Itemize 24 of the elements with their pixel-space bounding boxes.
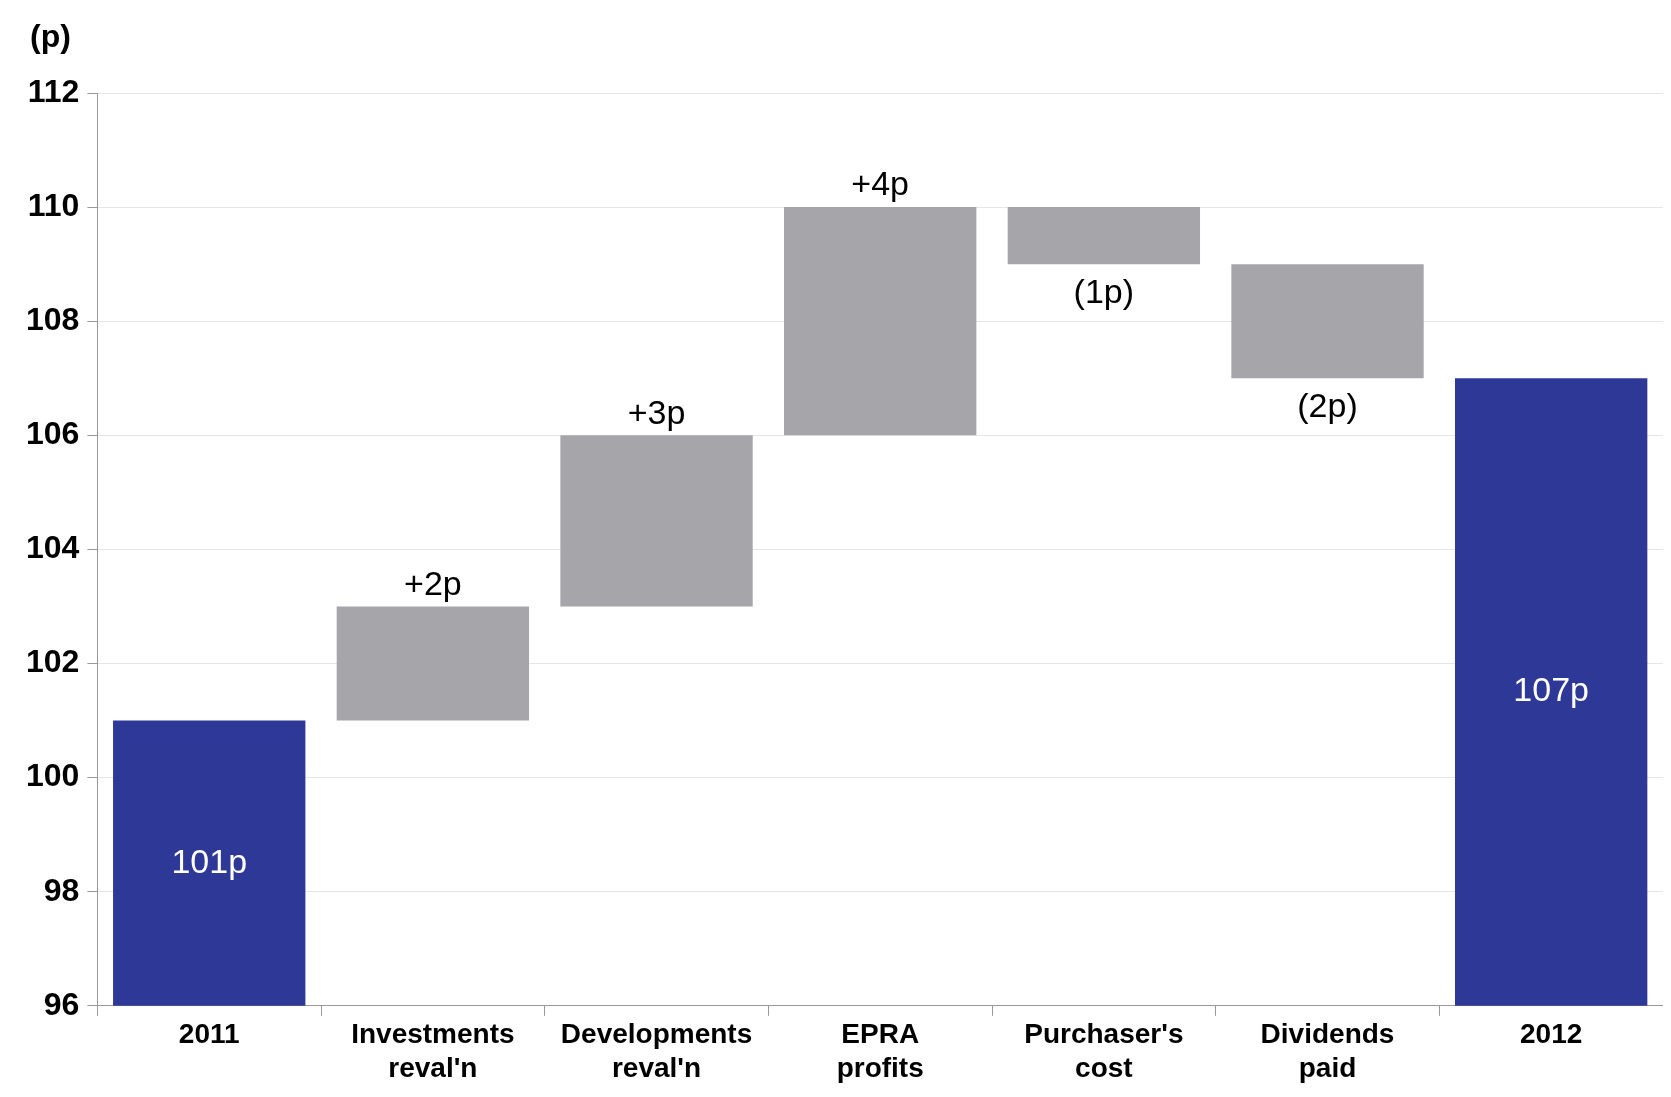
y-tick-label: 100 bbox=[26, 757, 80, 794]
y-tick-label: 112 bbox=[27, 72, 80, 109]
x-tick-label: 2012 bbox=[1520, 1018, 1583, 1050]
y-tick-label: 102 bbox=[26, 643, 80, 680]
y-tick-label: 104 bbox=[26, 529, 80, 566]
x-tick-label: EPRA profits bbox=[836, 1018, 924, 1083]
x-tick-label: 2011 bbox=[178, 1018, 240, 1050]
y-tick-label: 108 bbox=[26, 301, 80, 338]
data-label: 101p bbox=[171, 841, 248, 880]
data-label: (1p) bbox=[1073, 271, 1135, 310]
x-tick-label: Developments reval'n bbox=[560, 1018, 753, 1083]
data-label: +4p bbox=[851, 164, 910, 203]
x-tick-label: Dividends paid bbox=[1260, 1018, 1395, 1083]
x-tick-label: Investments reval'n bbox=[351, 1018, 515, 1083]
y-tick-label: 96 bbox=[43, 985, 80, 1022]
y-tick-label: 98 bbox=[43, 871, 80, 908]
y-tick-label: 106 bbox=[26, 415, 80, 452]
y-tick-label: 110 bbox=[27, 186, 80, 223]
data-label: +2p bbox=[404, 563, 462, 602]
y-axis-title: (p) bbox=[30, 17, 71, 54]
x-tick-label: Purchaser's cost bbox=[1024, 1018, 1184, 1083]
data-label: 107p bbox=[1513, 670, 1589, 709]
data-label: +3p bbox=[627, 392, 686, 431]
data-label: (2p) bbox=[1297, 385, 1358, 424]
